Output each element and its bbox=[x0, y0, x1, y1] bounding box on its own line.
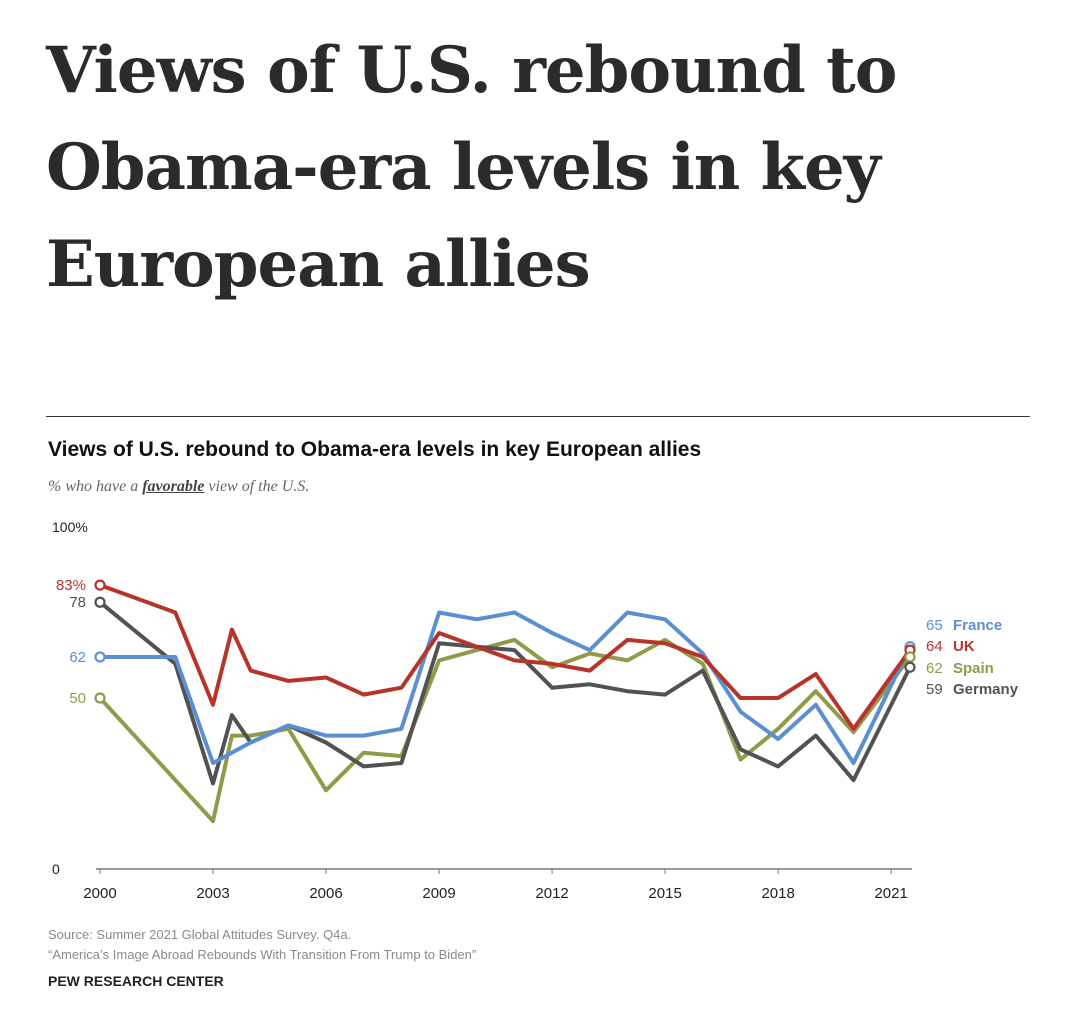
start-point-uk bbox=[94, 579, 106, 591]
line-chart: 2000 2003 2006 2009 2012 2015 2018 2021 100% 0 62 6… bbox=[52, 519, 1019, 902]
subtitle-text-before: % who have a bbox=[48, 478, 143, 495]
organization-name: PEW RESEARCH CENTER bbox=[48, 973, 224, 989]
x-tick-label: 2018 bbox=[761, 885, 794, 902]
start-point-spain bbox=[94, 692, 106, 704]
source-line: Source: Summer 2021 Global Attitudes Sur… bbox=[48, 927, 352, 942]
x-tick-label: 2003 bbox=[196, 885, 229, 902]
legend-label-spain: Spain bbox=[953, 660, 994, 677]
legend-label-france: France bbox=[953, 617, 1002, 634]
start-point-france bbox=[94, 651, 106, 663]
end-value-label-germany: 59 bbox=[926, 681, 943, 698]
source-note: Source: Summer 2021 Global Attitudes Sur… bbox=[48, 925, 476, 965]
start-label-france: 62 bbox=[69, 649, 86, 666]
x-tick-label: 2015 bbox=[648, 885, 681, 902]
x-tick-label: 2012 bbox=[535, 885, 568, 902]
end-value-label-spain: 62 bbox=[926, 660, 943, 677]
series-line-germany bbox=[98, 600, 912, 786]
subtitle-text-after: view of the U.S. bbox=[204, 478, 310, 495]
start-label-spain: 50 bbox=[69, 690, 86, 707]
series-line-france bbox=[98, 610, 912, 765]
legend-label-germany: Germany bbox=[953, 681, 1019, 698]
series-line-uk bbox=[98, 583, 912, 731]
start-label-uk: 83% bbox=[56, 577, 86, 594]
y-tick-label: 100% bbox=[52, 519, 88, 535]
report-title: “America’s Image Abroad Rebounds With Tr… bbox=[48, 947, 477, 962]
end-point-germany bbox=[904, 661, 916, 673]
series-line-spain bbox=[98, 637, 912, 824]
chart-subtitle: % who have a favorable view of the U.S. bbox=[48, 478, 309, 496]
start-point-germany bbox=[94, 596, 106, 608]
end-point-spain bbox=[904, 651, 916, 663]
chart-title: Views of U.S. rebound to Obama-era level… bbox=[48, 438, 702, 461]
x-tick-label: 2009 bbox=[422, 885, 455, 902]
x-tick-label: 2021 bbox=[874, 885, 907, 902]
y-tick-label: 0 bbox=[52, 861, 60, 877]
end-value-label-france: 65 bbox=[926, 617, 943, 634]
end-value-label-uk: 64 bbox=[926, 638, 943, 655]
start-label-germany: 78 bbox=[69, 594, 86, 611]
subtitle-emphasis: favorable bbox=[142, 478, 205, 495]
x-tick-label: 2000 bbox=[83, 885, 116, 902]
headline: Views of U.S. rebound to Obama-era level… bbox=[46, 33, 897, 302]
x-tick-label: 2006 bbox=[309, 885, 342, 902]
divider bbox=[46, 416, 1030, 417]
legend-label-uk: UK bbox=[953, 638, 975, 655]
